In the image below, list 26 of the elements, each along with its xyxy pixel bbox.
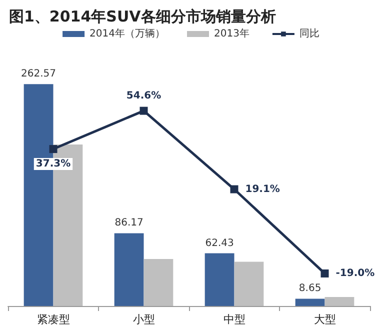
- chart-title: 图1、2014年SUV各细分市场销量分析: [9, 8, 276, 26]
- x-tick-label: 大型: [314, 313, 336, 326]
- bar: [144, 258, 174, 306]
- legend-label: 同比: [299, 28, 320, 40]
- x-tick-label: 中型: [223, 313, 246, 326]
- data-label: 62.43: [205, 238, 234, 249]
- point: [49, 145, 58, 154]
- data-label: 262.57: [21, 68, 56, 80]
- bar: [204, 253, 234, 306]
- point: [320, 269, 329, 278]
- bar: [324, 296, 354, 306]
- bar: [114, 233, 144, 306]
- data-label: 19.1%: [245, 184, 280, 195]
- data-label: -19.0%: [336, 268, 375, 279]
- x-tick-label: 紧凑型: [36, 313, 70, 326]
- point: [140, 106, 148, 115]
- data-label: 54.6%: [126, 90, 162, 102]
- legend-label: 2013年: [214, 28, 250, 40]
- bar: [234, 262, 264, 306]
- point: [230, 185, 238, 194]
- data-label: 8.65: [298, 283, 322, 294]
- bar: [295, 298, 325, 306]
- legend-label: 2014年（万辆）: [90, 28, 166, 40]
- x-tick-label: 小型: [132, 313, 155, 326]
- data-label: 86.17: [114, 218, 144, 229]
- data-label: 37.3%: [36, 158, 71, 170]
